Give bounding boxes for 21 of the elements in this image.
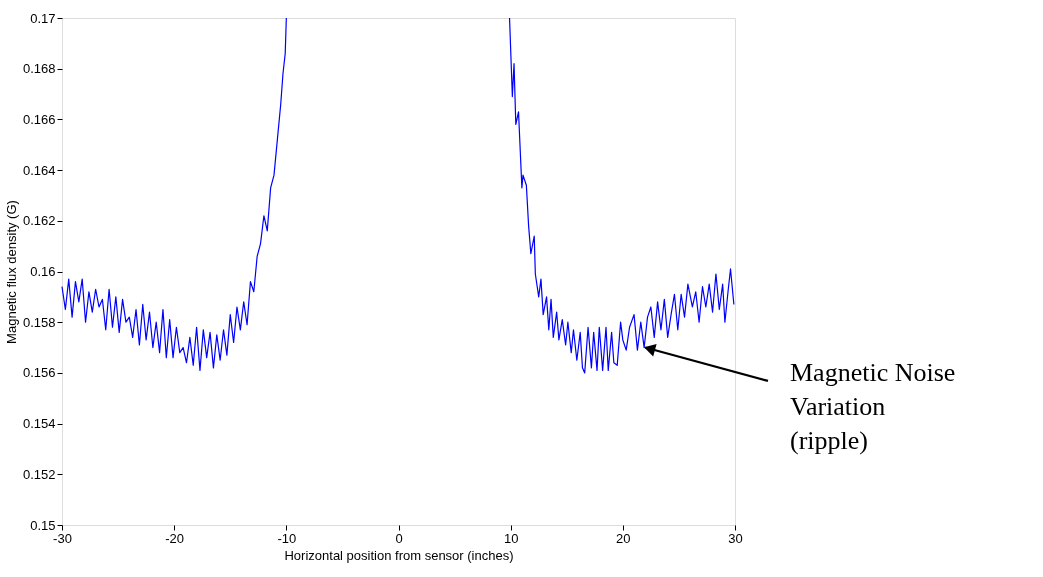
y-tick-label: 0.15 [30, 517, 56, 533]
y-tick-label: 0.166 [22, 111, 56, 127]
x-axis-title: Horizontal position from sensor (inches) [284, 547, 514, 563]
y-tick-label: 0.162 [22, 213, 56, 229]
x-tick-label: -10 [277, 530, 297, 546]
y-tick-label: 0.154 [22, 416, 56, 432]
x-tick-label: -30 [53, 530, 72, 546]
y-tick-label: 0.17 [30, 10, 56, 26]
annotation: Magnetic Noise Variation (ripple) [790, 357, 956, 455]
y-axis-title: Magnetic flux density (G) [3, 200, 19, 344]
y-tick-label: 0.152 [22, 466, 56, 482]
x-tick-label: 0 [395, 530, 403, 546]
y-tick-label: 0.158 [22, 314, 56, 330]
x-tick-label: 20 [616, 530, 631, 546]
y-tick-label: 0.168 [22, 61, 56, 77]
x-tick-label: 30 [728, 530, 743, 546]
y-tick-label: 0.16 [30, 264, 56, 279]
x-tick-label: 10 [503, 530, 519, 546]
y-tick-label: 0.156 [22, 365, 56, 381]
y-tick-label: 0.164 [22, 162, 56, 178]
x-tick-label: -20 [165, 530, 185, 546]
